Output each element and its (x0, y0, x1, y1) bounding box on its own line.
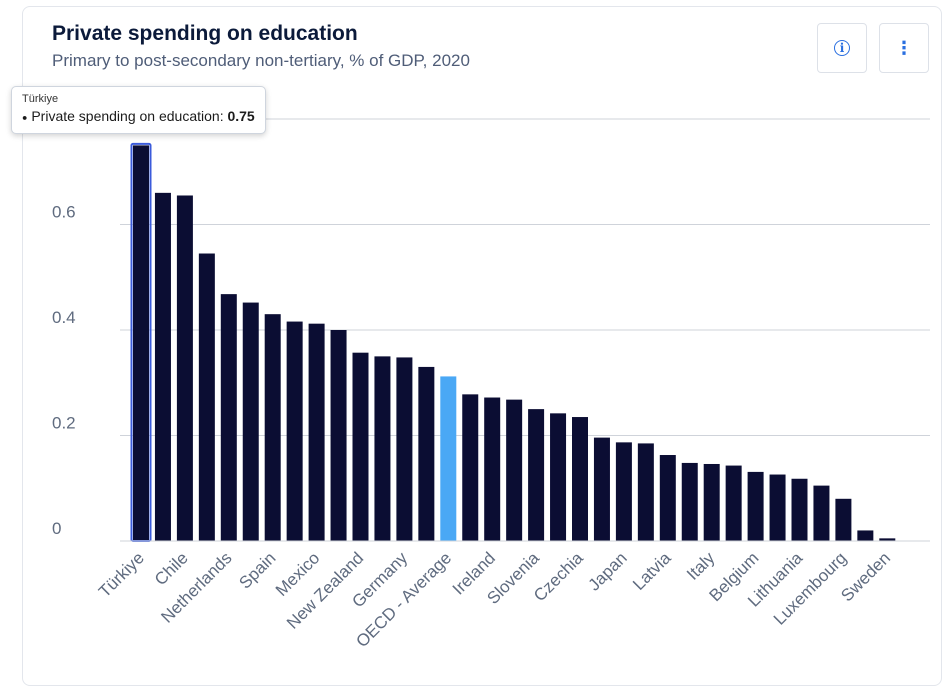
bar (769, 474, 786, 541)
bar (440, 376, 457, 541)
tooltip-country: Türkiye (22, 93, 59, 105)
tooltip-series: Private spending on education (31, 108, 220, 124)
bar (396, 357, 413, 541)
bar (813, 485, 830, 541)
tooltip-value: 0.75 (227, 108, 255, 124)
bar (681, 462, 698, 541)
tooltip-dot-icon: ● (22, 112, 28, 123)
more-vertical-icon: ⋮ (895, 38, 913, 58)
bar (615, 442, 632, 541)
x-tick-label: Sweden (837, 548, 894, 605)
tooltip: Türkiye ● Private spending on education:… (11, 86, 266, 134)
x-tick-label: Chile (151, 548, 192, 589)
bar (154, 192, 171, 541)
x-tick-label: Czechia (530, 548, 587, 605)
bar (703, 463, 720, 541)
info-circle-icon: i (834, 40, 850, 56)
x-tick-label: Italy (683, 548, 719, 584)
bar (198, 253, 215, 541)
bar (659, 455, 676, 541)
bar (725, 465, 742, 541)
x-tick-label: Türkiye (95, 548, 148, 601)
bar (308, 323, 325, 541)
bar (572, 417, 588, 541)
info-button[interactable]: i (817, 23, 867, 73)
more-options-button[interactable]: ⋮ (879, 23, 929, 73)
bar (506, 399, 523, 541)
x-tick-label: Japan (585, 548, 631, 594)
bar (374, 356, 391, 541)
bar (637, 443, 654, 541)
bar (550, 413, 567, 541)
bar (857, 530, 874, 541)
bar (418, 366, 435, 541)
bar (286, 321, 303, 541)
bar (176, 195, 193, 542)
bar (352, 352, 369, 541)
bar (593, 437, 610, 541)
bar (835, 498, 852, 541)
y-tick-label: 0.2 (52, 414, 76, 433)
y-tick-label: 0 (52, 519, 61, 538)
bar (484, 397, 501, 541)
bar (220, 294, 237, 541)
y-tick-label: 0.4 (52, 308, 76, 327)
bar (330, 330, 347, 541)
bar (462, 394, 479, 541)
bar (879, 538, 896, 541)
bar (133, 145, 149, 541)
bar (791, 478, 808, 541)
x-tick-label: Latvia (629, 548, 675, 594)
tooltip-separator: : (219, 108, 224, 124)
chart-subtitle: Primary to post-secondary non-tertiary, … (52, 51, 470, 70)
chart-title: Private spending on education (52, 22, 358, 45)
bar (528, 409, 545, 541)
bar (264, 314, 281, 541)
bar (242, 302, 259, 541)
y-tick-label: 0.6 (52, 203, 76, 222)
bar (747, 471, 764, 541)
